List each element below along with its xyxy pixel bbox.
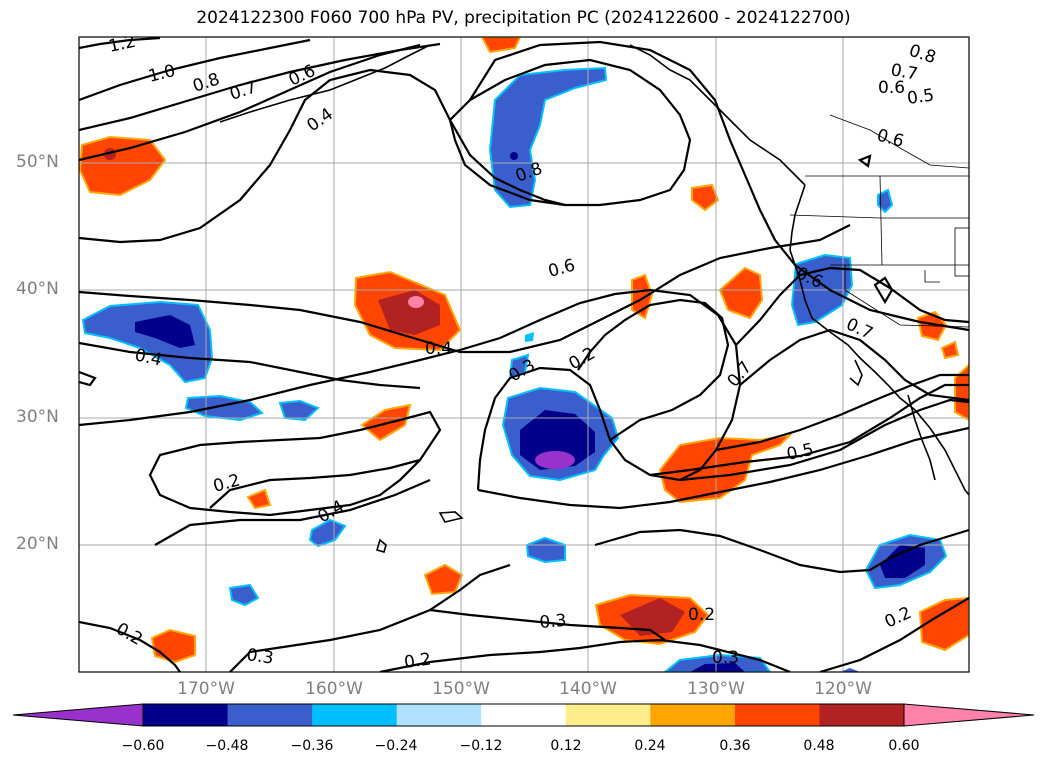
colorbar-tick: −0.60 — [121, 738, 165, 754]
contour-label: 0.3 — [245, 645, 275, 669]
colorbar-tick: 0.60 — [888, 738, 920, 754]
contour-label: 1.0 — [146, 61, 177, 87]
state-borders — [789, 114, 969, 328]
lat-label: 20°N — [16, 534, 59, 554]
lon-label: 150°W — [432, 679, 490, 699]
contour-label: 0.2 — [113, 619, 146, 650]
contour-label: 0.4 — [425, 339, 452, 359]
colorbar-tick: 0.12 — [550, 738, 582, 754]
colorbar-tick: −0.36 — [290, 738, 334, 754]
contour-label: 0.3 — [712, 648, 739, 668]
colorbar-tick: 0.36 — [719, 738, 751, 754]
lon-label: 130°W — [687, 679, 745, 699]
contour-label: 0.4 — [303, 104, 337, 136]
lon-label: 160°W — [305, 679, 363, 699]
contour-label: 0.6 — [875, 126, 906, 152]
contour-label: 0.2 — [882, 603, 915, 633]
colorbar-tick: −0.48 — [205, 738, 249, 754]
contour-label: 0.7 — [843, 314, 876, 344]
precip-negative — [81, 66, 948, 672]
lat-label: 50°N — [16, 152, 59, 172]
map-frame — [78, 36, 970, 673]
contour-label: 0.2 — [403, 649, 433, 673]
contour-label: 0.4 — [133, 345, 164, 370]
map-title: 2024122300 F060 700 hPa PV, precipitatio… — [196, 8, 851, 28]
contour-label: 0.3 — [506, 355, 539, 386]
contour-label: 0.6 — [878, 78, 905, 98]
pv-contours — [79, 37, 969, 672]
contour-label: 0.5 — [785, 440, 816, 465]
contour-label: 0.2 — [211, 471, 242, 497]
colorbar-tick: −0.24 — [374, 738, 418, 754]
colorbar-tick: 0.24 — [634, 738, 666, 754]
lon-label: 170°W — [177, 679, 235, 699]
colorbar-tick: 0.48 — [803, 738, 835, 754]
contour-label: 0.3 — [539, 611, 568, 633]
coastlines — [219, 44, 969, 553]
contour-label: 1.2 — [107, 32, 138, 57]
precip-shading — [79, 37, 969, 672]
contour-label: 0.7 — [889, 60, 919, 84]
lat-label: 30°N — [16, 407, 59, 427]
lat-label: 40°N — [16, 279, 59, 299]
contour-label: 0.4 — [315, 496, 348, 527]
contour-label: 0.5 — [906, 85, 936, 109]
contour-label: 0.7 — [724, 358, 757, 392]
lon-label: 120°W — [814, 679, 872, 699]
lon-label: 140°W — [559, 679, 617, 699]
colorbar-tick: −0.12 — [459, 738, 503, 754]
contour-label: 0.6 — [546, 256, 577, 282]
contour-label: 0.6 — [286, 61, 319, 91]
contour-label: 0.2 — [688, 605, 715, 625]
